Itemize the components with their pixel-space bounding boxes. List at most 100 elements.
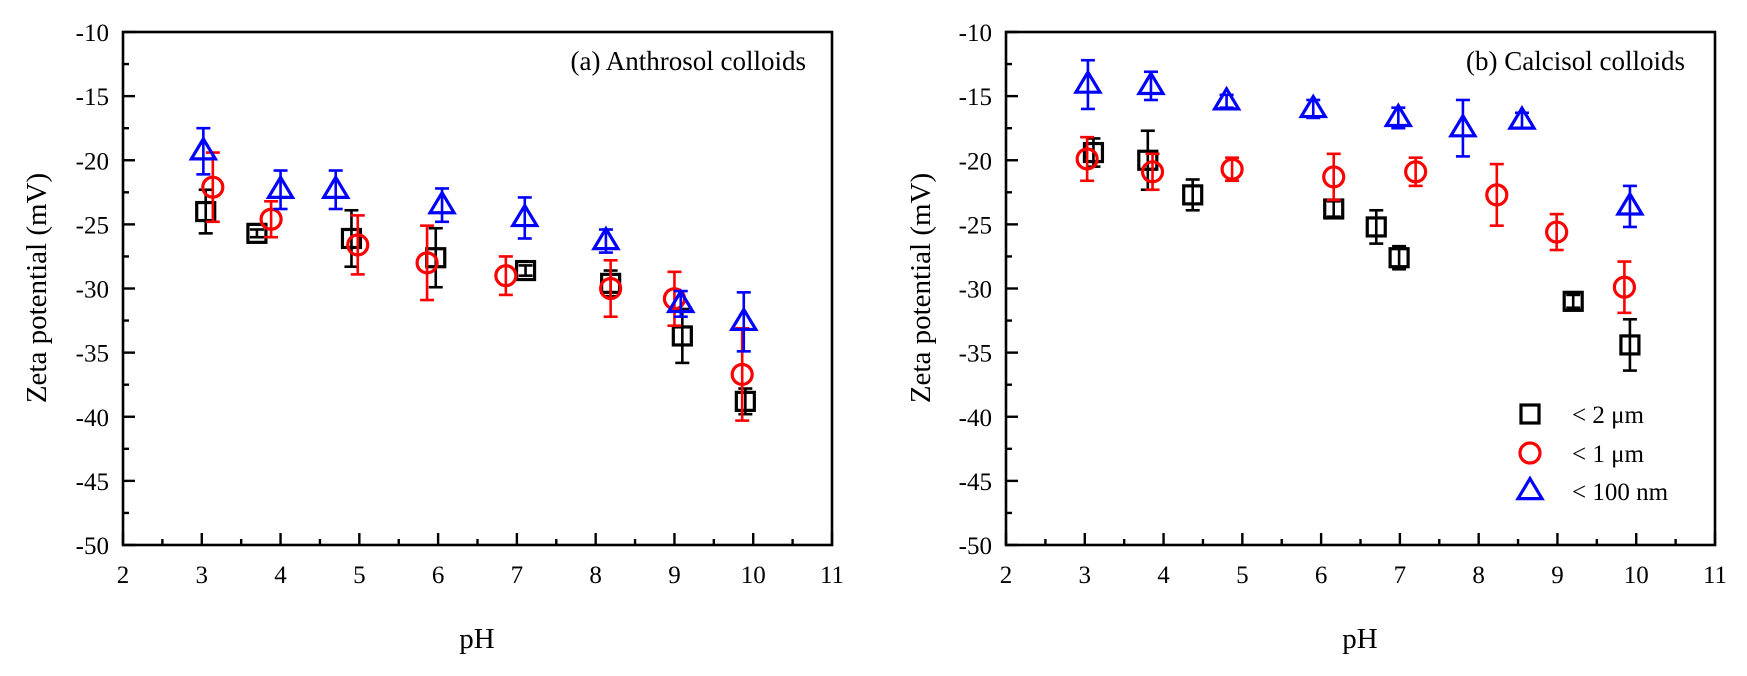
panel-a-x-tick-label: 10 <box>741 562 766 589</box>
panel-a-series-circle <box>201 151 754 422</box>
panel-a-point-triangle <box>427 189 457 215</box>
panel-b-point-square <box>1562 290 1584 312</box>
panel-a-point-triangle <box>665 288 696 314</box>
panel-b-x-tick-label: 11 <box>1703 562 1727 589</box>
panel-a-point-square <box>671 325 693 347</box>
panel-a-x-tick-label: 4 <box>274 562 287 589</box>
panel-a-y-tick-label: -40 <box>76 405 109 432</box>
panel-a-point-circle <box>201 175 225 199</box>
panel-b-point-circle <box>1404 160 1428 184</box>
panel-b-y-tick-label: -50 <box>959 533 992 560</box>
panel-b-point-square <box>1182 184 1204 206</box>
panel-b-x-tick-label: 6 <box>1315 562 1328 589</box>
panel-a-y-tick-label: -10 <box>76 20 109 47</box>
panel-b-y-tick-label: -40 <box>959 405 992 432</box>
panel-b-point-triangle <box>1448 112 1478 138</box>
panel-b-x-tick-label: 4 <box>1157 562 1170 589</box>
panel-a-point-circle <box>494 264 518 288</box>
legend-item-circle: < 1 μm <box>1518 441 1645 468</box>
panel-b-point-triangle <box>1073 69 1103 94</box>
panel-b-y-tick-label: -10 <box>959 20 992 47</box>
panel-a-x-tick-label: 3 <box>196 562 209 589</box>
panel-a-x-tick-label: 5 <box>353 562 366 589</box>
panel-b: (b) Calcisol colloids pH Zeta potential … <box>905 20 1727 655</box>
panel-a-y-tick-label: -20 <box>76 148 109 175</box>
panel-b-point-triangle <box>1507 104 1537 130</box>
panel-a-point-circle <box>415 251 439 275</box>
panel-a-point-triangle <box>591 225 621 251</box>
panel-b-point-square <box>1619 334 1641 356</box>
panel-a-series-triangle <box>188 126 759 353</box>
panel-a-title: (a) Anthrosol colloids <box>571 46 806 76</box>
panel-b-y-tick-label: -20 <box>959 148 992 175</box>
panel-a-y-tick-label: -45 <box>76 469 109 496</box>
panel-b-point-circle <box>1545 220 1569 244</box>
panel-a-point-triangle <box>265 174 296 199</box>
panel-a-y-axis-title: Zeta potential (mV) <box>21 173 53 403</box>
panel-a-x-tick-label: 9 <box>668 562 681 589</box>
panel-a-point-triangle <box>728 306 759 332</box>
panel-a-y-tick-label: -15 <box>76 84 109 111</box>
panel-a-point-triangle <box>188 135 219 161</box>
legend-marker-triangle <box>1515 475 1545 501</box>
panel-a-point-circle <box>259 207 283 231</box>
legend: < 2 μm < 1 μm < 100 nm <box>1515 402 1669 506</box>
panel-b-point-circle <box>1075 147 1099 171</box>
panel-b-y-tick-label: -25 <box>959 212 992 239</box>
panel-b-x-axis-title: pH <box>1342 623 1378 655</box>
panel-b-point-triangle <box>1298 93 1329 119</box>
legend-marker-square <box>1519 403 1541 425</box>
panel-a-x-axis-title: pH <box>459 623 495 655</box>
panel-a-point-square <box>340 227 363 250</box>
panel-b-point-triangle <box>1136 70 1166 96</box>
legend-item-square: < 2 μm <box>1519 402 1645 429</box>
panel-b-x-tick-label: 7 <box>1394 562 1407 589</box>
panel-b-x-tick-label: 3 <box>1079 562 1092 589</box>
panel-a-x-tick-label: 7 <box>511 562 524 589</box>
panel-a-x-tick-label: 11 <box>820 562 844 589</box>
panel-a-y-tick-label: -50 <box>76 533 109 560</box>
legend-item-triangle: < 100 nm <box>1515 475 1669 506</box>
panel-b-y-tick-label: -35 <box>959 341 992 368</box>
panel-b-point-circle <box>1485 183 1509 207</box>
panel-a-point-circle <box>599 276 623 301</box>
panel-a-point-square <box>514 259 537 282</box>
panel-b-series-triangle <box>1073 58 1645 229</box>
panel-b-x-tick-label: 8 <box>1472 562 1485 589</box>
panel-a-x-tick-label: 8 <box>589 562 602 589</box>
panel-b-point-square <box>1388 247 1410 269</box>
legend-label: < 1 μm <box>1572 441 1645 468</box>
panel-b-point-circle <box>1140 160 1165 184</box>
panel-a-point-square <box>195 200 217 223</box>
panel-b-x-tick-label: 9 <box>1551 562 1564 589</box>
legend-label: < 100 nm <box>1572 479 1669 506</box>
panel-a: (a) Anthrosol colloids pH Zeta potential… <box>21 20 844 655</box>
panel-b-point-circle <box>1220 157 1244 181</box>
panel-b-x-tick-label: 10 <box>1624 562 1649 589</box>
panel-b-x-tick-label: 5 <box>1236 562 1249 589</box>
panel-b-point-circle <box>1322 165 1346 189</box>
panel-a-y-tick-label: -25 <box>76 212 109 239</box>
panel-b-x-tick-label: 2 <box>1000 562 1013 589</box>
panel-b-y-tick-label: -30 <box>959 277 992 304</box>
panel-b-point-square <box>1082 141 1105 164</box>
panel-a-point-circle <box>346 233 370 257</box>
panel-a-y-tick-label: -30 <box>76 277 109 304</box>
panel-a-y-tick-label: -35 <box>76 341 109 368</box>
panel-b-title: (b) Calcisol colloids <box>1466 46 1685 76</box>
legend-marker-circle <box>1518 441 1542 465</box>
panel-b-y-tick-label: -45 <box>959 469 992 496</box>
panel-b-point-circle <box>1612 275 1637 299</box>
panel-a-plot-frame <box>121 30 834 547</box>
legend-label: < 2 μm <box>1572 402 1645 429</box>
panel-b-point-triangle <box>1211 85 1242 111</box>
panel-a-x-tick-label: 6 <box>432 562 445 589</box>
panel-b-point-triangle <box>1615 190 1645 216</box>
panel-b-point-triangle <box>1383 102 1414 128</box>
panel-a-point-circle <box>730 362 754 387</box>
panel-a-point-triangle <box>320 174 351 199</box>
panel-a-x-tick-label: 2 <box>117 562 130 589</box>
panel-a-point-triangle <box>509 202 540 228</box>
panel-b-series-circle <box>1075 135 1637 315</box>
